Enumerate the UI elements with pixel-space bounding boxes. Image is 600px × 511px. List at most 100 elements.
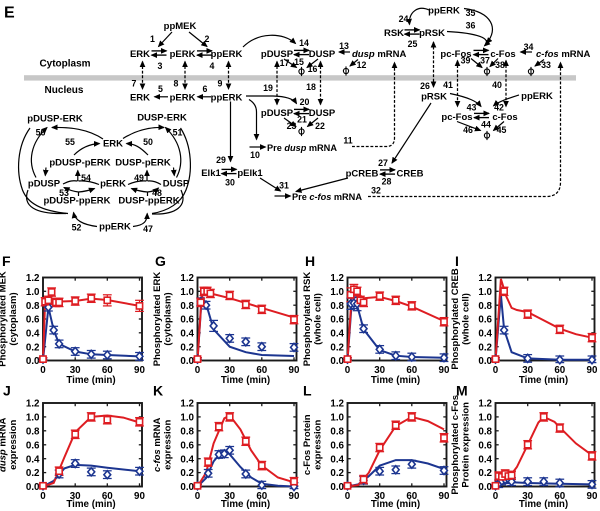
svg-text:1.0: 1.0: [478, 287, 492, 298]
svg-text:0.6: 0.6: [180, 315, 194, 326]
svg-text:22: 22: [315, 121, 325, 131]
svg-text:L: L: [303, 383, 312, 399]
svg-text:0.4: 0.4: [478, 328, 492, 339]
svg-text:0.8: 0.8: [330, 426, 344, 437]
svg-text:0: 0: [493, 491, 499, 502]
svg-text:Phosphorylated CREB: Phosphorylated CREB: [450, 268, 461, 369]
svg-text:H: H: [305, 253, 315, 269]
svg-text:pERK: pERK: [100, 179, 126, 190]
svg-text:60: 60: [102, 491, 113, 502]
svg-text:53: 53: [59, 188, 69, 198]
svg-text:(whole cell): (whole cell): [313, 293, 324, 345]
svg-text:pDUSP-ERK: pDUSP-ERK: [27, 114, 83, 125]
svg-text:17: 17: [280, 58, 290, 68]
svg-text:Time (min): Time (min): [519, 499, 568, 510]
svg-text:46: 46: [463, 125, 473, 135]
svg-text:29: 29: [216, 155, 226, 165]
svg-text:23: 23: [287, 121, 297, 131]
svg-text:CREB: CREB: [397, 169, 424, 180]
svg-text:41: 41: [443, 80, 453, 90]
svg-text:pCREB: pCREB: [346, 169, 379, 180]
svg-text:33: 33: [541, 60, 551, 70]
svg-text:0.2: 0.2: [26, 342, 40, 353]
svg-text:30: 30: [224, 491, 235, 502]
svg-text:0: 0: [493, 365, 499, 376]
svg-text:1.2: 1.2: [478, 399, 492, 410]
svg-text:54: 54: [81, 173, 91, 183]
svg-text:18: 18: [306, 82, 316, 92]
svg-text:c-Fos Protein: c-Fos Protein: [302, 414, 313, 475]
svg-text:G: G: [155, 253, 166, 269]
svg-text:0.2: 0.2: [330, 468, 344, 479]
svg-text:0.2: 0.2: [478, 468, 492, 479]
svg-text:60: 60: [406, 491, 417, 502]
svg-text:16: 16: [308, 64, 318, 74]
svg-text:ppERK: ppERK: [428, 6, 460, 17]
svg-text:Time (min): Time (min): [371, 375, 420, 386]
svg-text:Phosphorylated ERK: Phosphorylated ERK: [152, 272, 163, 367]
svg-text:1.0: 1.0: [26, 413, 40, 424]
svg-text:pDUSP: pDUSP: [261, 108, 294, 119]
svg-text:pc-Fos: pc-Fos: [440, 49, 471, 60]
svg-text:15: 15: [294, 57, 304, 67]
svg-text:pERK: pERK: [170, 49, 196, 60]
svg-text:8: 8: [174, 79, 179, 89]
svg-text:pDUSP-ppERK: pDUSP-ppERK: [43, 196, 110, 207]
svg-text:90: 90: [289, 365, 300, 376]
svg-text:19: 19: [263, 83, 273, 93]
svg-text:ppERK: ppERK: [521, 91, 553, 102]
svg-text:36: 36: [466, 21, 476, 31]
svg-text:(whole cell): (whole cell): [461, 293, 472, 345]
svg-text:DUSP-pERK: DUSP-pERK: [115, 158, 171, 169]
svg-text:0.6: 0.6: [26, 440, 40, 451]
svg-text:0.6: 0.6: [478, 440, 492, 451]
svg-text:dusp mRNA: dusp mRNA: [352, 49, 407, 60]
svg-text:0.2: 0.2: [180, 342, 194, 353]
svg-text:c-fos mRNA: c-fos mRNA: [152, 417, 163, 472]
svg-text:14: 14: [299, 38, 309, 48]
svg-text:7: 7: [132, 79, 137, 89]
svg-text:0.6: 0.6: [330, 440, 344, 451]
svg-text:0.6: 0.6: [330, 315, 344, 326]
svg-text:0.8: 0.8: [330, 301, 344, 312]
svg-text:1: 1: [150, 34, 155, 44]
svg-text:Phosphorylated RSK: Phosphorylated RSK: [302, 272, 313, 367]
svg-text:DUSP-ERK: DUSP-ERK: [137, 113, 187, 124]
svg-text:1.0: 1.0: [330, 287, 344, 298]
svg-text:pElk1: pElk1: [237, 168, 263, 179]
svg-text:ppMEK: ppMEK: [164, 21, 197, 32]
svg-text:Protein expression: Protein expression: [461, 402, 472, 488]
svg-text:4: 4: [210, 61, 215, 71]
svg-text:1.0: 1.0: [330, 413, 344, 424]
svg-text:24: 24: [399, 14, 409, 24]
svg-text:0.2: 0.2: [180, 468, 194, 479]
svg-text:0.8: 0.8: [26, 301, 40, 312]
svg-text:60: 60: [554, 491, 565, 502]
svg-text:0.0: 0.0: [478, 356, 492, 367]
svg-text:20: 20: [300, 97, 310, 107]
svg-text:1.2: 1.2: [26, 273, 40, 284]
svg-text:21: 21: [297, 115, 307, 125]
svg-text:30: 30: [70, 491, 81, 502]
svg-text:49: 49: [134, 173, 144, 183]
svg-text:60: 60: [256, 365, 267, 376]
svg-text:c-Fos: c-Fos: [490, 49, 515, 60]
svg-text:0: 0: [195, 365, 201, 376]
svg-text:0.2: 0.2: [478, 342, 492, 353]
svg-text:3: 3: [158, 61, 163, 71]
svg-text:pRSK: pRSK: [421, 92, 447, 103]
svg-text:DUSP: DUSP: [309, 49, 336, 60]
svg-text:37: 37: [480, 56, 490, 66]
svg-text:Phosphorylated c-Fos: Phosphorylated c-Fos: [450, 395, 461, 495]
svg-text:0: 0: [195, 491, 201, 502]
svg-text:c-Fos: c-Fos: [492, 112, 517, 123]
svg-text:DUSP: DUSP: [309, 108, 336, 119]
svg-text:43: 43: [467, 103, 477, 113]
svg-text:ERK: ERK: [103, 139, 123, 150]
svg-text:50: 50: [143, 137, 153, 147]
svg-text:13: 13: [339, 41, 349, 51]
svg-text:I: I: [455, 253, 459, 269]
svg-text:1.0: 1.0: [180, 287, 194, 298]
svg-text:26: 26: [420, 81, 430, 91]
svg-text:60: 60: [256, 491, 267, 502]
